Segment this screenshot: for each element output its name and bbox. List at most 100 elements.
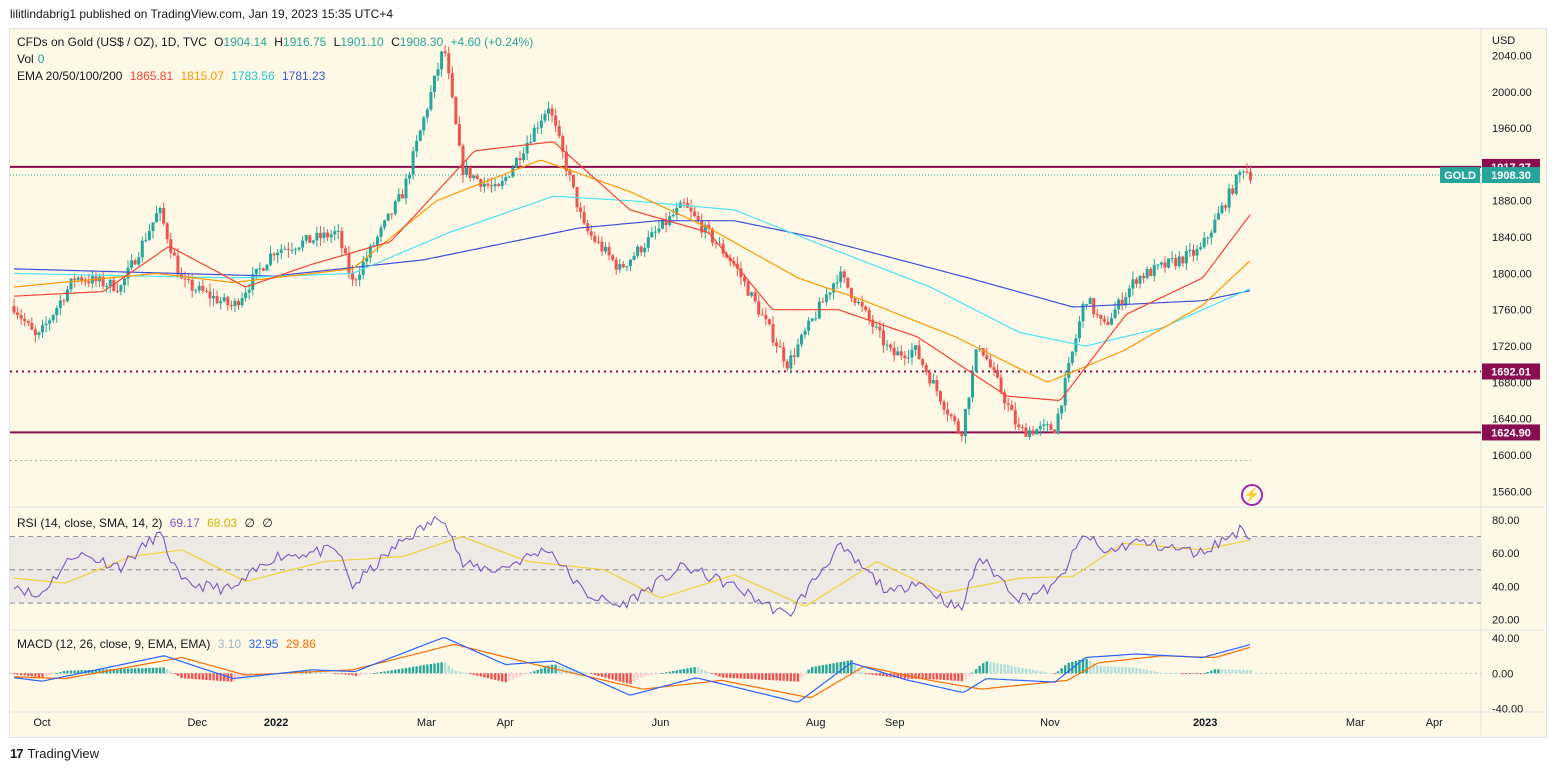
- macd-histogram-bar: [661, 672, 664, 674]
- macd-histogram-bar: [130, 668, 133, 674]
- macd-histogram-bar: [237, 673, 240, 680]
- candle-body: [1127, 288, 1131, 298]
- candle-body: [19, 315, 23, 319]
- candle-body: [308, 235, 312, 243]
- macd-histogram-bar: [775, 673, 778, 681]
- candle-body: [101, 276, 105, 287]
- macd-histogram-bar: [810, 667, 814, 674]
- macd-histogram-bar: [1010, 665, 1013, 674]
- candle-body: [41, 325, 45, 333]
- candle-body: [532, 127, 536, 142]
- macd-histogram-bar: [1213, 669, 1217, 674]
- macd-histogram-bar: [664, 672, 668, 674]
- candle-body: [322, 232, 326, 239]
- macd-histogram-bar: [162, 667, 165, 674]
- candle-body: [1063, 377, 1067, 406]
- candle-body: [333, 231, 337, 235]
- candle-body: [1099, 314, 1103, 319]
- candle-body: [432, 75, 436, 92]
- candle-body: [1248, 171, 1252, 181]
- candle-body: [240, 298, 244, 306]
- candle-body: [286, 248, 290, 250]
- macd-histogram-bar: [223, 673, 226, 682]
- macd-histogram-bar: [372, 673, 376, 674]
- macd-histogram-bar: [69, 670, 73, 674]
- macd-histogram-bar: [205, 673, 208, 680]
- macd-histogram-bar: [996, 663, 999, 674]
- price-tick-label: 1720.00: [1492, 341, 1532, 353]
- macd-histogram-bar: [746, 673, 750, 679]
- macd-histogram-bar: [436, 662, 440, 674]
- volume-legend: Vol 0: [17, 52, 45, 66]
- alert-icon[interactable]: ⚡: [1241, 484, 1263, 506]
- level-tag-label: 1692.01: [1491, 366, 1531, 378]
- macd-histogram-bar: [643, 673, 646, 677]
- candle-body: [73, 278, 77, 280]
- macd-histogram-bar: [960, 673, 964, 682]
- rsi-sma-value: 68.03: [207, 516, 238, 530]
- macd-histogram-bar: [1014, 666, 1017, 674]
- macd-histogram-bar: [679, 669, 682, 674]
- macd-histogram-bar: [540, 668, 543, 674]
- macd-histogram-bar: [37, 673, 41, 678]
- macd-histogram-bar: [850, 660, 853, 674]
- macd-histogram-bar: [654, 673, 657, 675]
- macd-histogram-bar: [123, 668, 126, 674]
- candle-body: [981, 348, 985, 356]
- macd-histogram-bar: [80, 670, 83, 674]
- macd-histogram-bar: [550, 664, 554, 674]
- candle-body: [1024, 427, 1028, 437]
- candle-body: [700, 220, 704, 233]
- macd-histogram-bar: [41, 673, 44, 678]
- low-value: 1901.10: [340, 35, 384, 49]
- macd-histogram-bar: [789, 673, 793, 682]
- candle-body: [1013, 410, 1017, 425]
- tradingview-footer[interactable]: 17 TradingView: [10, 746, 99, 761]
- macd-histogram-bar: [650, 673, 654, 675]
- macd-histogram-bar: [219, 673, 222, 681]
- macd-histogram-bar: [461, 672, 465, 674]
- candle-body: [183, 278, 187, 280]
- candle-body: [917, 345, 921, 360]
- macd-histogram-bar: [568, 668, 572, 674]
- candle-body: [279, 249, 283, 253]
- candle-body: [379, 227, 383, 237]
- candle-body: [899, 351, 903, 356]
- candle-body: [468, 167, 472, 178]
- level-tag: [1482, 424, 1540, 441]
- candle-body: [931, 380, 935, 384]
- price-tick-label: 1680.00: [1492, 377, 1532, 389]
- macd-histogram-bar: [1113, 666, 1117, 674]
- macd-histogram-bar: [729, 673, 732, 678]
- macd-histogram-bar: [369, 673, 372, 675]
- macd-histogram-bar: [490, 673, 493, 680]
- candle-body: [828, 292, 832, 295]
- ema20-value: 1865.81: [129, 69, 174, 83]
- price-tick-label: 1960.00: [1492, 123, 1532, 135]
- macd-histogram-bar: [379, 672, 383, 674]
- candle-body: [48, 320, 52, 324]
- macd-histogram-bar: [1206, 671, 1209, 674]
- macd-histogram-bar: [426, 664, 429, 674]
- macd-histogram-bar: [468, 673, 472, 675]
- macd-histogram-bar: [1017, 667, 1021, 674]
- candle-body: [283, 248, 287, 250]
- macd-histogram-bar: [1096, 665, 1099, 674]
- ema100-line: [13, 195, 1251, 347]
- macd-histogram-bar: [821, 665, 825, 674]
- level-tag: [1482, 363, 1540, 380]
- macd-value: 32.95: [248, 637, 279, 651]
- macd-histogram-bar: [825, 664, 828, 674]
- macd-histogram-bar: [148, 667, 151, 674]
- macd-histogram-bar: [639, 673, 643, 678]
- candle-body: [1010, 404, 1014, 411]
- candle-body: [803, 330, 807, 335]
- candle-body: [315, 232, 319, 241]
- candle-body: [1149, 269, 1153, 277]
- macd-histogram-bar: [1249, 670, 1252, 674]
- macd-histogram-bar: [1195, 673, 1199, 675]
- macd-histogram-bar: [190, 673, 194, 680]
- macd-histogram-bar: [750, 673, 753, 680]
- candle-body: [725, 253, 729, 258]
